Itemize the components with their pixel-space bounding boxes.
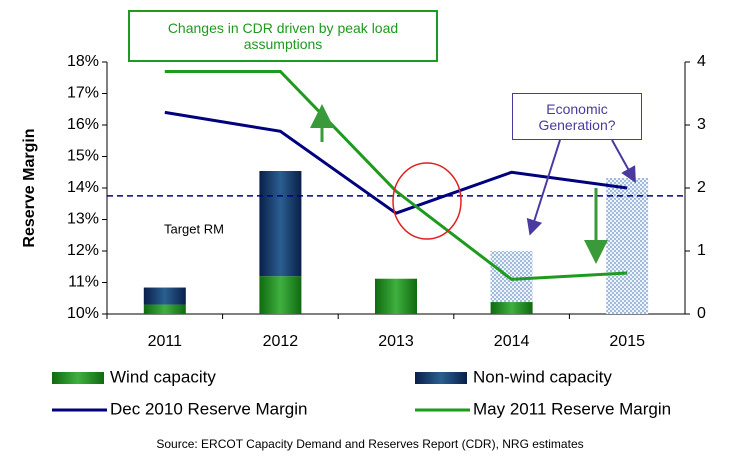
legend-label: May 2011 Reserve Margin — [473, 399, 671, 418]
legend-swatch — [415, 372, 467, 384]
x-tick-label: 2013 — [378, 333, 414, 350]
bar — [490, 302, 533, 314]
legend-label: Non-wind capacity — [473, 367, 612, 386]
y-tick-label: 11% — [68, 274, 99, 291]
y-tick-label: 16% — [67, 116, 99, 133]
x-tick-label: 2012 — [263, 333, 299, 350]
bar — [143, 304, 186, 314]
legend-label: Dec 2010 Reserve Margin — [110, 399, 307, 418]
y-axis-title: Reserve Margin — [21, 128, 38, 247]
line — [164, 69, 628, 281]
y-tick-label: 18% — [67, 53, 99, 70]
line — [164, 110, 628, 215]
y2-tick-label: 4 — [697, 53, 706, 70]
bar — [606, 177, 649, 314]
y-tick-label: 13% — [67, 211, 99, 228]
arrow — [611, 139, 636, 183]
y2-tick-label: 2 — [697, 179, 706, 196]
y2-tick-label: 0 — [697, 305, 706, 322]
arrow — [526, 139, 561, 236]
legend-label: Wind capacity — [110, 367, 216, 386]
y-tick-label: 15% — [67, 148, 99, 165]
bar — [259, 276, 302, 314]
annotation-box: Changes in CDR driven by peak load assum… — [128, 10, 438, 62]
y-tick-label: 17% — [67, 85, 99, 102]
bar — [143, 287, 186, 305]
x-tick-label: 2011 — [148, 333, 183, 350]
bar — [259, 170, 302, 277]
y-tick-label: 12% — [67, 242, 99, 259]
x-tick-label: 2014 — [494, 333, 530, 350]
y2-tick-label: 3 — [697, 116, 706, 133]
bar — [375, 278, 417, 314]
x-tick-label: 2015 — [609, 333, 645, 350]
annotation-box: Economic Generation? — [512, 93, 642, 140]
highlight-circle — [392, 162, 462, 240]
bar — [490, 251, 533, 303]
target-label: Target RM — [164, 221, 224, 236]
y2-tick-label: 1 — [697, 242, 706, 259]
y-tick-label: 14% — [67, 179, 99, 196]
source: Source: ERCOT Capacity Demand and Reserv… — [156, 437, 583, 451]
legend-swatch — [52, 372, 104, 384]
y-tick-label: 10% — [67, 305, 99, 322]
